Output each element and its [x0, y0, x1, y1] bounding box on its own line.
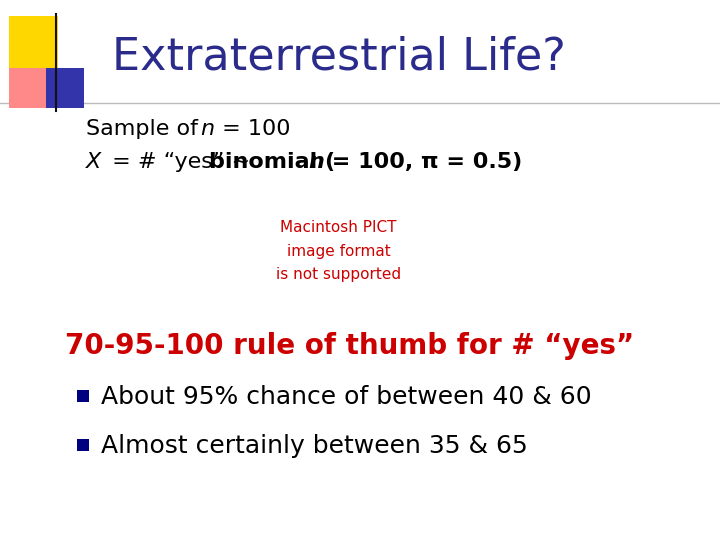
Text: 70-95-100 rule of thumb for # “yes”: 70-95-100 rule of thumb for # “yes” [65, 332, 634, 360]
Text: Almost certainly between 35 & 65: Almost certainly between 35 & 65 [101, 434, 528, 457]
Text: n: n [200, 118, 215, 139]
Text: Extraterrestrial Life?: Extraterrestrial Life? [112, 35, 565, 78]
Text: n: n [308, 152, 324, 172]
Text: Macintosh PICT
image format
is not supported: Macintosh PICT image format is not suppo… [276, 220, 401, 282]
Text: = # “yes” ~: = # “yes” ~ [105, 152, 257, 172]
Text: X: X [86, 152, 102, 172]
Text: = 100, π = 0.5): = 100, π = 0.5) [324, 152, 522, 172]
Text: binomial (: binomial ( [209, 152, 335, 172]
Text: = 100: = 100 [215, 118, 290, 139]
Text: About 95% chance of between 40 & 60: About 95% chance of between 40 & 60 [101, 385, 591, 409]
Text: Sample of: Sample of [86, 118, 205, 139]
